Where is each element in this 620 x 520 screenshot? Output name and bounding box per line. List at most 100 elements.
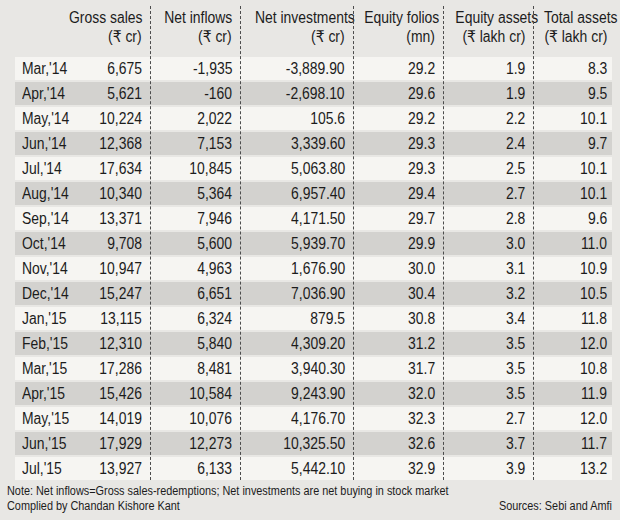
table-row: May,'1514,01910,0764,176.7032.32.712.0 — [15, 407, 612, 430]
table-row: Jan,'1513,1156,324879.530.83.411.8 — [15, 307, 612, 330]
value-cell: 879.5 — [240, 307, 353, 330]
value-cell: 5,364 — [150, 182, 240, 205]
column-header-equity-folios: Equity folios (mn) — [353, 8, 443, 46]
value-cell: 2.7 — [443, 407, 533, 430]
value-cell: 30.8 — [353, 307, 443, 330]
value-cell: 17,929 — [70, 432, 150, 455]
table-row: Jul,'1513,9276,1335,442.1032.93.913.2 — [15, 457, 612, 480]
value-cell: 10.5 — [533, 282, 612, 305]
month-cell: May,'15 — [15, 407, 70, 430]
value-cell: 11.8 — [533, 307, 612, 330]
column-unit: (₹ cr) — [198, 27, 232, 46]
value-cell: 7,153 — [150, 132, 240, 155]
value-cell: 6,957.40 — [240, 182, 353, 205]
column-label: Equity folios — [364, 8, 439, 27]
value-cell: 7,946 — [150, 207, 240, 230]
table-row: May,'1410,2242,022105.629.22.210.1 — [15, 107, 612, 130]
value-cell: 29.2 — [353, 57, 443, 80]
value-cell: 32.6 — [353, 432, 443, 455]
value-cell: 29.9 — [353, 232, 443, 255]
month-cell: Mar,'15 — [15, 357, 70, 380]
value-cell: 2.5 — [443, 157, 533, 180]
value-cell: 3.7 — [443, 432, 533, 455]
value-cell: 13.2 — [533, 457, 612, 480]
table-row: Apr,'145,621-160-2,698.1029.61.99.5 — [15, 82, 612, 105]
value-cell: 10,224 — [70, 107, 150, 130]
value-cell: 5,600 — [150, 232, 240, 255]
value-cell: 13,927 — [70, 457, 150, 480]
value-cell: 31.2 — [353, 332, 443, 355]
column-header-net-inflows: Net inflows (₹ cr) — [150, 8, 240, 46]
month-cell: May,'14 — [15, 107, 70, 130]
value-cell: 10,845 — [150, 157, 240, 180]
value-cell: 2.7 — [443, 182, 533, 205]
month-cell: Jun,'15 — [15, 432, 70, 455]
column-header-net-investments: Net investments (₹ cr) — [240, 8, 353, 46]
value-cell: 3.5 — [443, 357, 533, 380]
column-header-gross-sales: Gross sales (₹ cr) — [15, 8, 150, 46]
column-label: Gross sales — [69, 8, 142, 27]
value-cell: 11.7 — [533, 432, 612, 455]
table-row: Nov,'1410,9474,9631,676.9030.03.110.9 — [15, 257, 612, 280]
column-label: Equity assets — [455, 8, 538, 27]
table-row: Feb,'1512,3105,8404,309.2031.23.512.0 — [15, 332, 612, 355]
month-cell: Oct,'14 — [15, 232, 70, 255]
value-cell: 1.9 — [443, 82, 533, 105]
value-cell: 6,651 — [150, 282, 240, 305]
column-header-equity-assets: Equity assets (₹ lakh cr) — [443, 8, 533, 46]
value-cell: 4,171.50 — [240, 207, 353, 230]
value-cell: 105.6 — [240, 107, 353, 130]
table-row: Oct,'149,7085,6005,939.7029.93.011.0 — [15, 232, 612, 255]
value-cell: 13,115 — [70, 307, 150, 330]
table-row: Aug,'1410,3405,3646,957.4029.42.710.1 — [15, 182, 612, 205]
month-cell: Jul,'14 — [15, 157, 70, 180]
value-cell: 1,676.90 — [240, 257, 353, 280]
value-cell: 32.0 — [353, 382, 443, 405]
value-cell: 10,076 — [150, 407, 240, 430]
column-unit: (₹ lakh cr) — [544, 27, 607, 46]
value-cell: 15,426 — [70, 382, 150, 405]
month-cell: Apr,'14 — [15, 82, 70, 105]
value-cell: 3.2 — [443, 282, 533, 305]
table-row: Mar,'146,675-1,935-3,889.9029.21.98.3 — [15, 57, 612, 80]
month-cell: Dec,'14 — [15, 282, 70, 305]
table-row: Jul,'1417,63410,8455,063.8029.32.510.1 — [15, 157, 612, 180]
compiled-by: Complied by Chandan Kishore Kant — [7, 499, 206, 513]
value-cell: 10.8 — [533, 357, 612, 380]
value-cell: 2.4 — [443, 132, 533, 155]
column-unit: (₹ cr) — [108, 27, 142, 46]
value-cell: 10,584 — [150, 382, 240, 405]
value-cell: 30.0 — [353, 257, 443, 280]
value-cell: 29.6 — [353, 82, 443, 105]
value-cell: 12,368 — [70, 132, 150, 155]
value-cell: 4,176.70 — [240, 407, 353, 430]
column-separator — [533, 6, 534, 480]
table-body: Mar,'146,675-1,935-3,889.9029.21.98.3Apr… — [15, 57, 612, 482]
value-cell: 32.9 — [353, 457, 443, 480]
month-cell: Mar,'14 — [15, 57, 70, 80]
value-cell: 12,310 — [70, 332, 150, 355]
column-label: Total assets — [544, 8, 618, 27]
month-cell: Nov,'14 — [15, 257, 70, 280]
value-cell: 4,963 — [150, 257, 240, 280]
value-cell: 10,947 — [70, 257, 150, 280]
table-row: Sep,'1413,3717,9464,171.5029.72.89.6 — [15, 207, 612, 230]
value-cell: 29.3 — [353, 132, 443, 155]
value-cell: 9.6 — [533, 207, 612, 230]
value-cell: 9.7 — [533, 132, 612, 155]
column-separator — [353, 6, 354, 480]
value-cell: 1.9 — [443, 57, 533, 80]
value-cell: 2.2 — [443, 107, 533, 130]
value-cell: 30.4 — [353, 282, 443, 305]
value-cell: 3.5 — [443, 332, 533, 355]
value-cell: 9,708 — [70, 232, 150, 255]
value-cell: 11.0 — [533, 232, 612, 255]
table-row: Mar,'1517,2868,4813,940.3031.73.510.8 — [15, 357, 612, 380]
value-cell: 3,339.60 — [240, 132, 353, 155]
value-cell: 10.9 — [533, 257, 612, 280]
value-cell: 8,481 — [150, 357, 240, 380]
value-cell: 29.7 — [353, 207, 443, 230]
value-cell: 3.1 — [443, 257, 533, 280]
column-header-total-assets: Total assets (₹ lakh cr) — [533, 8, 612, 46]
value-cell: 5,621 — [70, 82, 150, 105]
